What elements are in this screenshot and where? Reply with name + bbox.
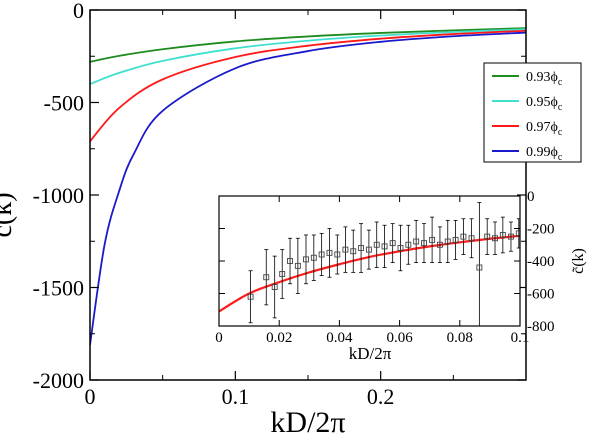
inset-data-point (326, 228, 333, 278)
inset-y-axis-label: c̃(k) (570, 248, 587, 274)
x-tick-label: 0 (85, 384, 96, 409)
main-x-ticks: 0 0.1 0.2 (85, 10, 454, 409)
inset-y-tick-label: 0 (527, 189, 535, 205)
inset-x-tick-label: 0.06 (386, 330, 413, 346)
inset-data-point (492, 221, 498, 255)
legend-label: 0.93ϕc (526, 70, 563, 88)
inset-data-point (294, 237, 301, 294)
inset-points (247, 202, 520, 326)
inset-data-point (303, 234, 309, 285)
inset-data-point (389, 223, 396, 264)
inset-data-point (476, 202, 483, 326)
series-line-3 (90, 31, 526, 345)
inset-data-point (358, 223, 365, 273)
inset-data-point (405, 224, 412, 265)
inset-x-tick-label: 0.1 (511, 330, 530, 346)
inset-background (219, 196, 520, 326)
y-tick-label: -2000 (33, 368, 84, 393)
inset-data-point (342, 226, 349, 273)
inset-x-axis-label: kD/2π (349, 344, 392, 363)
legend-label: 0.99ϕc (526, 145, 563, 163)
inset-data-point (334, 234, 341, 275)
inset-data-point (468, 218, 475, 259)
inset-data-point (287, 237, 293, 285)
inset-fit (219, 234, 520, 313)
inset-x-tick-label: 0.04 (326, 330, 353, 346)
inset-data-point (508, 221, 514, 252)
inset-data-point (381, 224, 388, 268)
inset-y-ticks: 0 -200 -400 -600 -800 (219, 189, 555, 335)
series-line-0 (90, 27, 526, 63)
inset-plot: 0 0.02 0.04 0.06 0.08 0.1 0 -200 -400 -600 -800 k… (215, 189, 587, 363)
y-tick-label: 0 (73, 0, 84, 23)
inset-x-tick-label: 0 (215, 330, 223, 346)
legend-box (483, 62, 582, 163)
inset-data-point (365, 229, 372, 270)
series-line-1 (90, 28, 526, 85)
inset-data-point (436, 226, 443, 264)
legend-label: 0.97ϕc (526, 120, 563, 138)
inset-y-tick-label: -600 (527, 287, 555, 303)
inset-data-point (429, 216, 436, 264)
inset-data-point (452, 219, 459, 260)
inset-data-point (413, 219, 420, 264)
inset-data-point (460, 218, 467, 255)
main-y-axis-label: c̃(k) (0, 192, 18, 237)
series-line-2 (90, 29, 526, 142)
main-curves (90, 27, 526, 345)
y-tick-label: -1000 (33, 183, 84, 208)
inset-fit-line (219, 234, 520, 313)
y-tick-label: -1500 (33, 276, 84, 301)
inset-x-ticks: 0 0.02 0.04 0.06 0.08 0.1 (215, 196, 529, 346)
inset-data-point (444, 219, 451, 264)
inset-data-point (310, 234, 317, 281)
inset-y-tick-label: -200 (527, 222, 555, 238)
inset-data-point (499, 216, 506, 254)
inset-data-point (373, 221, 380, 268)
inset-data-point (271, 255, 278, 319)
legend: 0.93ϕc 0.95ϕc 0.97ϕc 0.99ϕc (483, 62, 582, 163)
main-x-axis-label: kD/2π (270, 406, 345, 439)
inset-x-tick-label: 0.02 (266, 330, 292, 346)
inset-y-tick-label: -400 (527, 254, 555, 270)
y-tick-label: -500 (44, 91, 84, 116)
inset-data-point (247, 270, 254, 324)
inset-data-point (515, 218, 520, 249)
inset-data-point (484, 218, 491, 255)
main-y-ticks: 0 -500 -1000 -1500 -2000 (33, 0, 526, 393)
inset-data-point (263, 249, 270, 306)
inset-data-point (279, 249, 286, 299)
inset-x-tick-label: 0.08 (447, 330, 473, 346)
x-tick-label: 0.1 (222, 384, 250, 409)
legend-label: 0.95ϕc (526, 95, 563, 113)
inset-y-tick-label: -800 (527, 319, 555, 335)
inset-data-point (421, 223, 427, 264)
inset-data-point (318, 232, 325, 277)
main-plot: 0 0.1 0.2 0 -500 -1000 -1500 -2000 kD/2π c̃(k) (0, 0, 527, 439)
inset-data-point (397, 224, 404, 272)
inset-data-point (350, 229, 357, 273)
x-tick-label: 0.2 (367, 384, 395, 409)
